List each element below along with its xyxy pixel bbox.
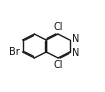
Text: N: N	[72, 48, 79, 58]
Text: Cl: Cl	[53, 60, 63, 70]
Text: Cl: Cl	[53, 22, 63, 32]
Text: N: N	[72, 34, 79, 44]
Text: Br: Br	[9, 47, 20, 57]
